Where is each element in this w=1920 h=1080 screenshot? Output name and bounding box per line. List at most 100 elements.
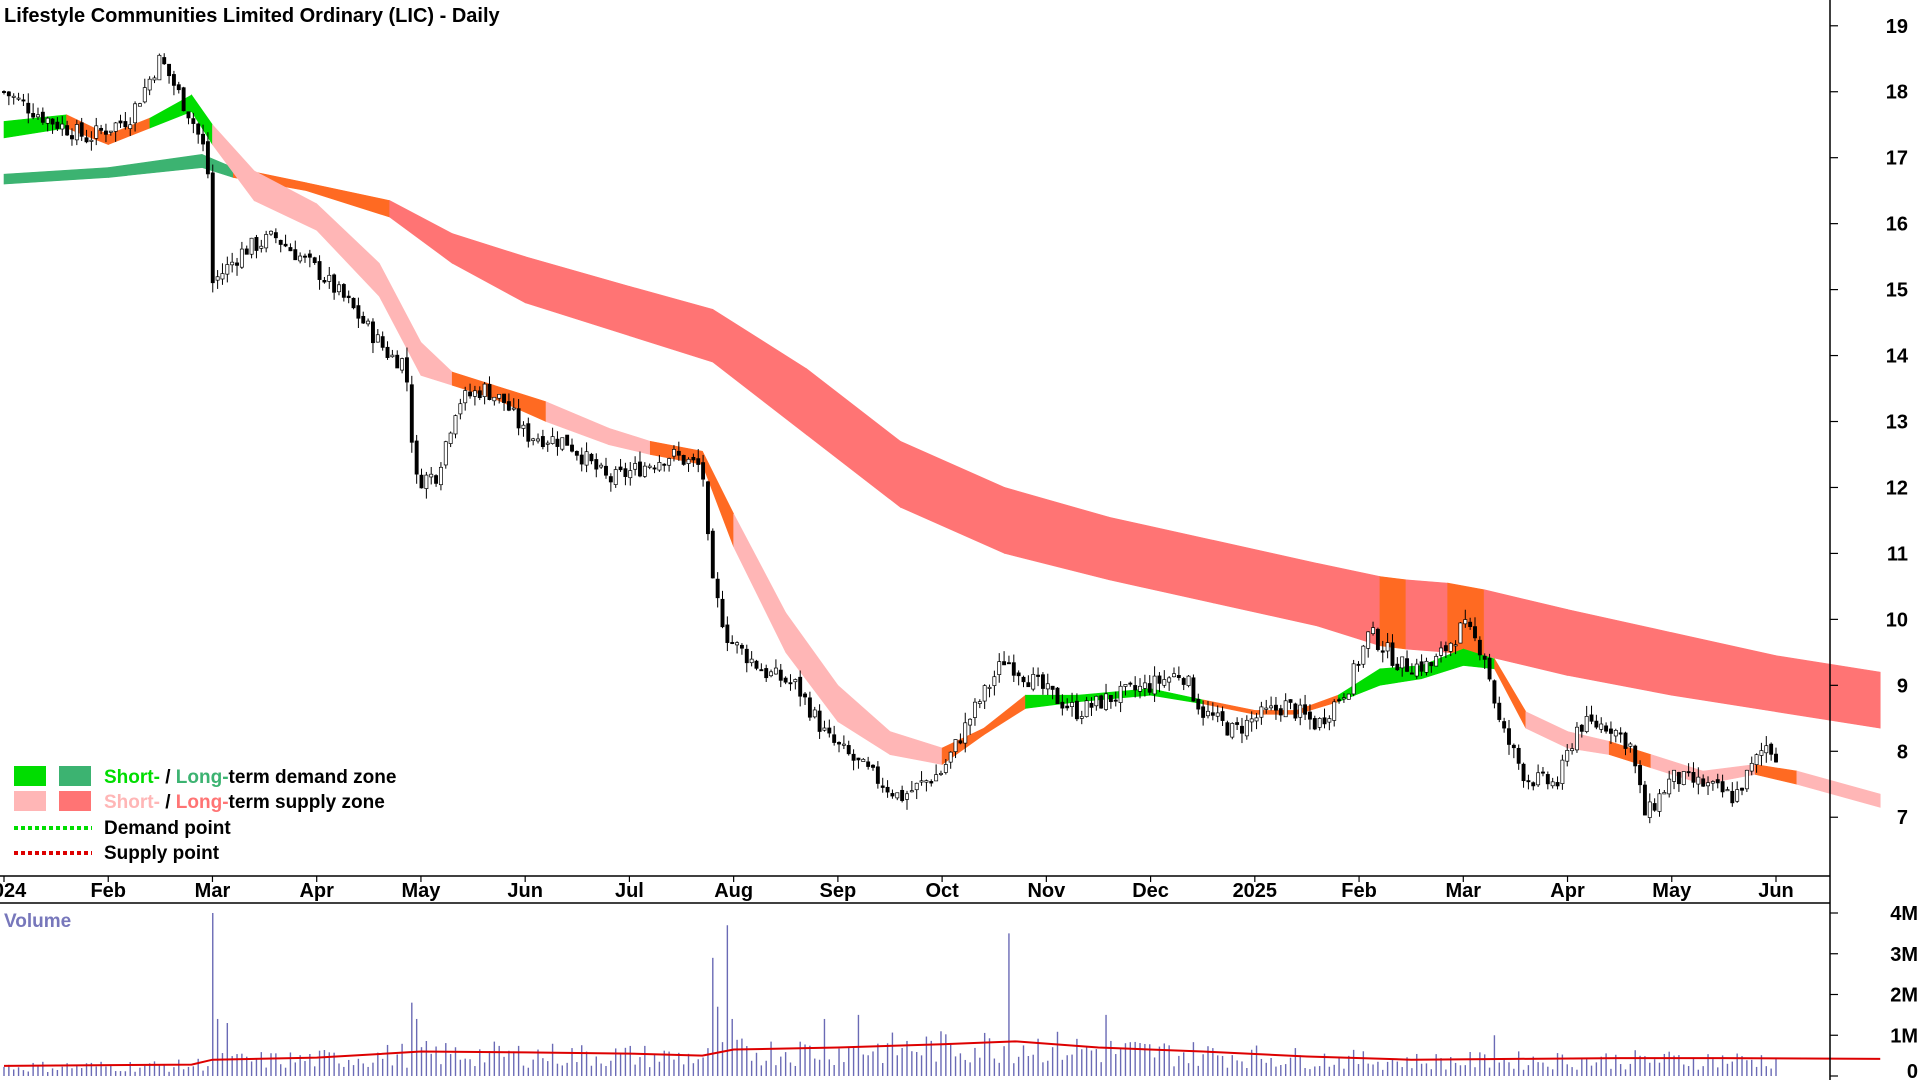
candle-body — [837, 741, 841, 745]
candle-body — [79, 122, 84, 137]
candle-body — [652, 467, 657, 470]
candle-body — [1414, 663, 1419, 677]
candle-body — [278, 239, 283, 245]
candle-body — [788, 682, 793, 685]
candle-body — [1327, 718, 1332, 723]
candle-body — [1225, 722, 1230, 736]
legend-long-demand-swatch — [59, 766, 91, 786]
legend-supply-short: Short- — [104, 792, 160, 813]
candle-body — [380, 336, 385, 348]
x-tick-label: Aug — [714, 880, 753, 902]
candle-body — [1652, 803, 1657, 811]
y-tick-label: 11 — [1887, 543, 1908, 565]
candle-body — [409, 384, 414, 443]
candle-body — [613, 469, 618, 485]
candle-body — [1463, 619, 1468, 625]
candle-body — [1507, 728, 1511, 745]
candle-body — [1468, 621, 1473, 627]
candle-body — [1701, 778, 1706, 787]
candle-body — [264, 234, 269, 249]
candle-body — [235, 262, 239, 266]
candle-body — [438, 466, 443, 486]
candle-body — [1006, 662, 1011, 665]
candle-body — [657, 462, 662, 471]
x-tick-label: Apr — [1550, 880, 1585, 902]
candle-body — [1181, 678, 1186, 685]
candle-body — [147, 78, 152, 91]
y-tick-label: 13 — [1886, 412, 1908, 434]
candle-body — [715, 578, 720, 599]
candle-body — [608, 476, 613, 483]
candle-body — [1016, 672, 1021, 677]
x-tick-label: 2025 — [1233, 880, 1278, 902]
candle-body — [1118, 685, 1123, 703]
candle-body — [1589, 714, 1594, 722]
candle-body — [1453, 644, 1458, 647]
candle-body — [1307, 711, 1312, 720]
candle-body — [647, 465, 652, 468]
candle-body — [856, 757, 861, 761]
candle-body — [337, 284, 341, 293]
candle-body — [1079, 716, 1084, 719]
candle-body — [560, 437, 565, 450]
candle-body — [273, 232, 278, 239]
legend-short-supply-swatch — [14, 791, 46, 811]
candle-body — [1356, 663, 1361, 666]
candle-body — [298, 255, 303, 262]
candle-body — [701, 462, 706, 480]
candle-body — [793, 679, 798, 683]
candle-body — [176, 84, 181, 91]
candle-body — [948, 751, 953, 763]
candle-body — [1283, 700, 1288, 718]
candle-body — [1060, 701, 1065, 709]
candle-body — [1730, 790, 1735, 804]
y-tick-label: 17 — [1886, 148, 1908, 170]
candle-body — [1497, 702, 1502, 720]
candle-body — [70, 135, 74, 140]
candle-body — [1439, 647, 1443, 656]
long-term-zone — [3, 153, 1881, 729]
candle-body — [1759, 750, 1764, 756]
candle-body — [230, 261, 235, 266]
candle-body — [497, 393, 502, 399]
candle-body — [1235, 722, 1240, 725]
candle-body — [118, 120, 123, 124]
candle-body — [1108, 695, 1113, 703]
candle-body — [565, 434, 570, 446]
candle-body — [812, 709, 817, 718]
candle-body — [1293, 703, 1298, 719]
candle-body — [133, 103, 138, 124]
candle-body — [50, 118, 55, 125]
x-tick-label: Oct — [925, 880, 959, 902]
candle-body — [871, 764, 875, 768]
candle-body — [1706, 782, 1710, 787]
candle-body — [851, 753, 856, 761]
candle-body — [1361, 645, 1366, 665]
candle-body — [1152, 675, 1157, 695]
candle-body — [885, 786, 890, 793]
candle-body — [914, 782, 919, 791]
candle-body — [1011, 662, 1016, 676]
candle-body — [667, 458, 672, 466]
candle-body — [1618, 732, 1623, 735]
volume-y-axis: 4M 3M 2M 1M 0 — [1830, 903, 1918, 1080]
candle-body — [1380, 650, 1385, 653]
candle-body — [691, 456, 696, 461]
candle-body — [99, 127, 104, 131]
candle-body — [167, 63, 172, 77]
candle-body — [1322, 717, 1327, 725]
candle-body — [443, 441, 448, 466]
candle-body — [1613, 729, 1618, 737]
candle-body — [1575, 726, 1579, 751]
candle-body — [1487, 657, 1492, 680]
candle-body — [65, 125, 70, 136]
candle-body — [939, 772, 943, 775]
candle-body — [317, 261, 322, 280]
candle-body — [293, 249, 298, 261]
candle-body — [108, 130, 113, 133]
candle-body — [798, 676, 803, 697]
candle-body — [705, 481, 710, 535]
candle-body — [322, 280, 327, 283]
y-tick-label: 10 — [1886, 609, 1908, 631]
